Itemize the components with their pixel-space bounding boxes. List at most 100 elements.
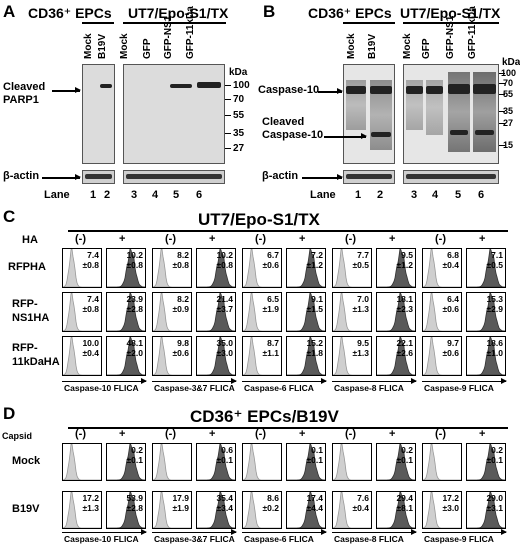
- marker-tick: [499, 73, 505, 74]
- lane-number: 6: [478, 189, 485, 201]
- percentage-value: 7.6 ±0.4: [352, 493, 369, 513]
- row-label: RFPHA: [8, 261, 46, 273]
- axis-arrow: [332, 529, 417, 535]
- kda-label: kDa: [502, 57, 520, 68]
- flow-histogram: 6.5 ±1.9: [242, 292, 282, 332]
- marker-tick: [225, 99, 231, 100]
- flow-histogram: 6.4 ±0.6: [422, 292, 462, 332]
- assay-label: Caspase-3&7 FLICA: [154, 534, 235, 544]
- flow-histogram: 9.5 ±1.3: [332, 336, 372, 376]
- blot-band: [473, 84, 496, 94]
- loading-label: β-actin: [262, 170, 299, 182]
- blot-membrane: [123, 64, 225, 164]
- percentage-value: 18.1 ±2.3: [396, 294, 413, 314]
- blot-band: [448, 84, 470, 94]
- panel-d-title: CD36⁺ EPCs/B19V: [190, 407, 339, 426]
- flow-histogram: 17.2 ±3.0: [422, 491, 462, 529]
- blot-band: [85, 174, 112, 179]
- positive-header: +: [119, 428, 126, 440]
- marker-tick: [225, 115, 231, 116]
- percentage-value: 7.7 ±0.5: [352, 250, 369, 270]
- flow-histogram: 21.4 ±3.7: [196, 292, 236, 332]
- marker-label: 100: [233, 80, 250, 91]
- flow-histogram: 6.7 ±0.6: [242, 248, 282, 288]
- flow-histogram: 0.6 ±0.1: [196, 443, 236, 481]
- arrow-icon: [324, 133, 367, 139]
- target-label: Cleaved PARP1: [3, 81, 46, 106]
- flow-histogram: [152, 443, 192, 481]
- percentage-value: 7.2 ±1.2: [306, 250, 323, 270]
- percentage-value: 10.2 ±0.8: [216, 250, 233, 270]
- flow-histogram: 18.6 ±1.0: [466, 336, 506, 376]
- axis-arrow: [242, 529, 327, 535]
- blot-band: [126, 174, 222, 179]
- flow-histogram: 9.5 ±1.2: [376, 248, 416, 288]
- panel-b-header-right: UT7/Epo-S1/TX: [400, 5, 501, 21]
- lane-number: 2: [377, 189, 384, 201]
- percentage-value: 0.2 ±0.1: [396, 445, 413, 465]
- percentage-value: 8.2 ±0.9: [172, 294, 189, 314]
- percentage-value: 8.6 ±0.2: [262, 493, 279, 513]
- percentage-value: 10.0 ±0.4: [82, 338, 99, 358]
- row-label: RFP-: [12, 298, 38, 310]
- flow-histogram: [242, 443, 282, 481]
- marker-tick: [499, 94, 505, 95]
- header-underline: [82, 22, 114, 24]
- marker-label: 55: [503, 89, 514, 99]
- percentage-value: 21.4 ±3.7: [216, 294, 233, 314]
- assay-label: Caspase-10 FLICA: [64, 383, 139, 393]
- flow-histogram: 15.3 ±2.9: [466, 292, 506, 332]
- marker-tick: [225, 148, 231, 149]
- percentage-value: 7.4 ±0.8: [82, 294, 99, 314]
- percentage-value: 35.0 ±3.0: [216, 338, 233, 358]
- lane-number: 5: [455, 189, 462, 201]
- flow-histogram: 9.1 ±1.5: [286, 292, 326, 332]
- flow-histogram: 17.2 ±1.3: [62, 491, 102, 529]
- blot-band: [346, 86, 366, 94]
- percentage-value: 17.9 ±1.9: [172, 493, 189, 513]
- target-label: Caspase-10: [258, 84, 320, 96]
- arrow-icon: [318, 88, 343, 94]
- lane-label: B19V: [97, 33, 108, 59]
- negative-header: (-): [165, 233, 176, 245]
- marker-label: 35: [503, 106, 514, 116]
- blot-band: [100, 84, 112, 88]
- flow-histogram: 29.4 ±8.1: [376, 491, 416, 529]
- lane-number: 1: [90, 189, 97, 201]
- percentage-value: 0.2 ±0.1: [126, 445, 143, 465]
- lane-label: GFP-NS1: [445, 15, 456, 59]
- marker-label: 27: [233, 143, 245, 154]
- assay-label: Caspase-9 FLICA: [424, 383, 494, 393]
- percentage-value: 15.3 ±2.9: [486, 294, 503, 314]
- kda-label: kDa: [229, 67, 248, 78]
- percentage-value: 6.5 ±1.9: [262, 294, 279, 314]
- blot-band: [406, 174, 496, 179]
- lane-number: 1: [355, 189, 362, 201]
- negative-header: (-): [165, 428, 176, 440]
- percentage-value: 8.7 ±1.1: [262, 338, 279, 358]
- marker-tick: [499, 123, 505, 124]
- flow-histogram: 29.0 ±3.1: [466, 491, 506, 529]
- lane-number: 5: [173, 189, 180, 201]
- flow-histogram: 23.9 ±2.8: [106, 292, 146, 332]
- assay-label: Caspase-8 FLICA: [334, 383, 404, 393]
- row-label: 11kDaHA: [12, 356, 60, 368]
- flow-histogram: 0.1 ±0.1: [286, 443, 326, 481]
- row-header: HA: [22, 234, 38, 246]
- panel-letter-b: B: [263, 2, 276, 21]
- flow-histogram: 8.7 ±1.1: [242, 336, 282, 376]
- percentage-value: 7.4 ±0.8: [82, 250, 99, 270]
- row-label: Mock: [12, 455, 41, 467]
- percentage-value: 9.1 ±1.5: [306, 294, 323, 314]
- positive-header: +: [389, 428, 396, 440]
- lane-number: 3: [411, 189, 418, 201]
- positive-header: +: [299, 428, 306, 440]
- arrow-icon: [42, 174, 81, 180]
- percentage-value: 9.5 ±1.2: [396, 250, 413, 270]
- percentage-value: 8.2 ±0.8: [172, 250, 189, 270]
- positive-header: +: [119, 233, 126, 245]
- percentage-value: 29.0 ±3.1: [486, 493, 503, 513]
- marker-label: 70: [503, 78, 514, 88]
- flow-histogram: [332, 443, 372, 481]
- percentage-value: 9.7 ±0.6: [442, 338, 459, 358]
